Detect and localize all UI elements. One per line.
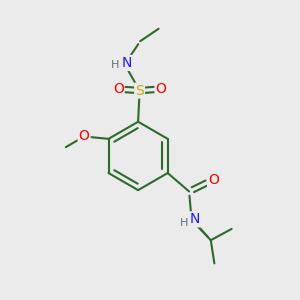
Text: N: N: [122, 56, 132, 70]
Text: N: N: [190, 212, 200, 226]
Text: O: O: [79, 130, 90, 143]
Text: S: S: [135, 84, 144, 98]
Text: O: O: [113, 82, 124, 96]
Text: H: H: [180, 218, 188, 228]
Text: H: H: [111, 60, 119, 70]
Text: O: O: [156, 82, 167, 96]
Text: O: O: [208, 172, 219, 187]
